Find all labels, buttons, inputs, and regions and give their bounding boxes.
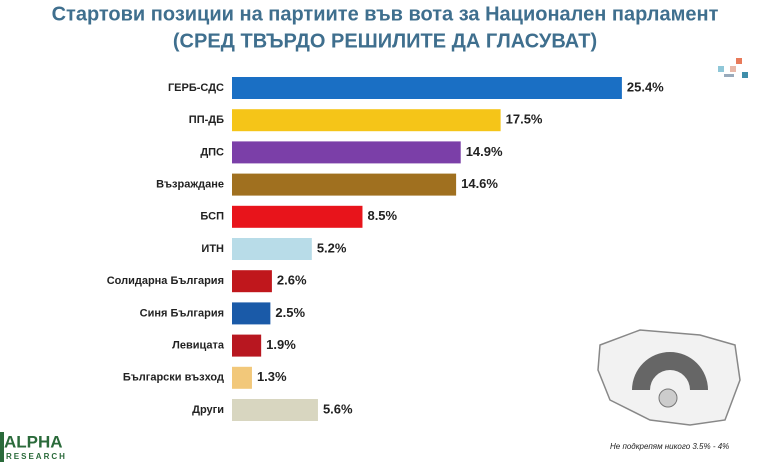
- category-label: Левицата: [172, 340, 225, 352]
- chart-title: Стартови позиции на партиите във вота за…: [52, 3, 719, 25]
- category-label: БСП: [200, 211, 224, 223]
- bar: [232, 302, 271, 325]
- value-label: 2.5%: [275, 305, 305, 320]
- category-label: ИТН: [201, 243, 224, 255]
- bar: [232, 399, 318, 421]
- value-label: 25.4%: [627, 79, 664, 94]
- category-label: Други: [192, 404, 224, 416]
- value-label: 2.6%: [277, 273, 307, 288]
- bar: [232, 173, 457, 196]
- value-label: 14.9%: [466, 144, 503, 159]
- note: Не подкрепям никого 3.5% - 4%: [610, 442, 729, 451]
- bar: [232, 366, 252, 389]
- bar: [232, 334, 262, 357]
- bar: [232, 205, 363, 228]
- bar: [232, 109, 501, 132]
- category-label: ДПС: [200, 146, 224, 158]
- category-label: Солидарна България: [107, 275, 224, 287]
- chart-subtitle: (СРЕД ТВЪРДО РЕШИЛИТЕ ДА ГЛАСУВАТ): [173, 30, 597, 52]
- category-label: ПП-ДБ: [189, 114, 224, 126]
- decoration: [0, 58, 748, 462]
- value-label: 5.6%: [323, 401, 353, 416]
- bar: [232, 238, 312, 260]
- value-label: 1.3%: [257, 369, 287, 384]
- value-label: 5.2%: [317, 240, 347, 255]
- value-label: 1.9%: [266, 337, 296, 352]
- category-label: Възраждане: [156, 179, 224, 191]
- category-label: Синя България: [140, 307, 224, 319]
- logo-sub: RESEARCH: [6, 452, 67, 461]
- value-label: 8.5%: [367, 208, 397, 223]
- bar: [232, 270, 272, 293]
- value-label: 17.5%: [506, 112, 543, 127]
- value-label: 14.6%: [461, 176, 498, 191]
- bar: [232, 141, 461, 164]
- bar: [232, 77, 622, 99]
- category-label: ГЕРБ-СДС: [168, 82, 224, 94]
- category-label: Български възход: [123, 372, 224, 384]
- logo: ALPHA: [4, 432, 63, 451]
